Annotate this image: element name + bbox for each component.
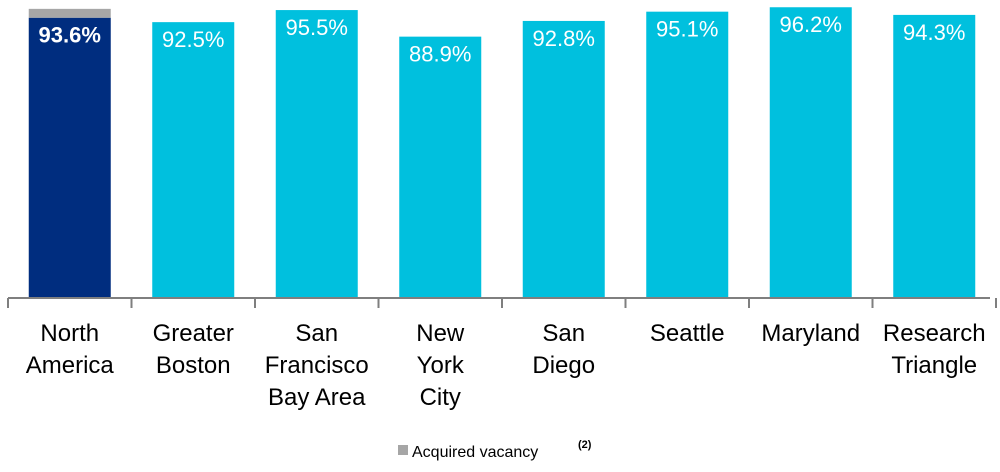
value-label: 92.8%	[533, 26, 595, 51]
x-tick-label: North America	[26, 320, 115, 379]
legend-swatch	[398, 445, 408, 455]
bars	[28, 7, 976, 299]
x-tick-label: Seattle	[650, 320, 725, 347]
bar	[769, 7, 852, 298]
value-label: 96.2%	[780, 12, 842, 37]
value-label: 93.6%	[39, 23, 101, 48]
value-label: 95.1%	[656, 17, 718, 42]
value-label: 95.5%	[286, 15, 348, 40]
bar	[152, 22, 235, 298]
bar	[893, 14, 976, 299]
x-tick-label: Greater Boston	[153, 320, 234, 379]
value-label: 94.3%	[903, 20, 965, 45]
legend-superscript: (2)	[578, 439, 592, 451]
legend-label: Acquired vacancy	[412, 444, 538, 461]
x-axis-ticks	[7, 298, 997, 308]
bar	[399, 36, 482, 299]
bar	[28, 17, 111, 298]
x-tick-label: New York City	[416, 320, 465, 411]
x-tick-label: Research Triangle	[883, 320, 986, 379]
x-tick-label: San Francisco Bay Area	[265, 320, 369, 411]
legend: Acquired vacancy (2)	[398, 439, 592, 461]
x-tick-label: Maryland	[761, 320, 860, 347]
bar	[275, 10, 358, 299]
x-tick-label: San Diego	[532, 320, 595, 379]
value-label: 92.5%	[162, 27, 224, 52]
labels: 93.6% North America 92.5% Greater Boston 95.5%…	[26, 12, 986, 411]
stack-segment	[28, 8, 111, 18]
bar	[522, 20, 605, 298]
bar	[646, 11, 729, 299]
value-label: 88.9%	[409, 42, 471, 67]
